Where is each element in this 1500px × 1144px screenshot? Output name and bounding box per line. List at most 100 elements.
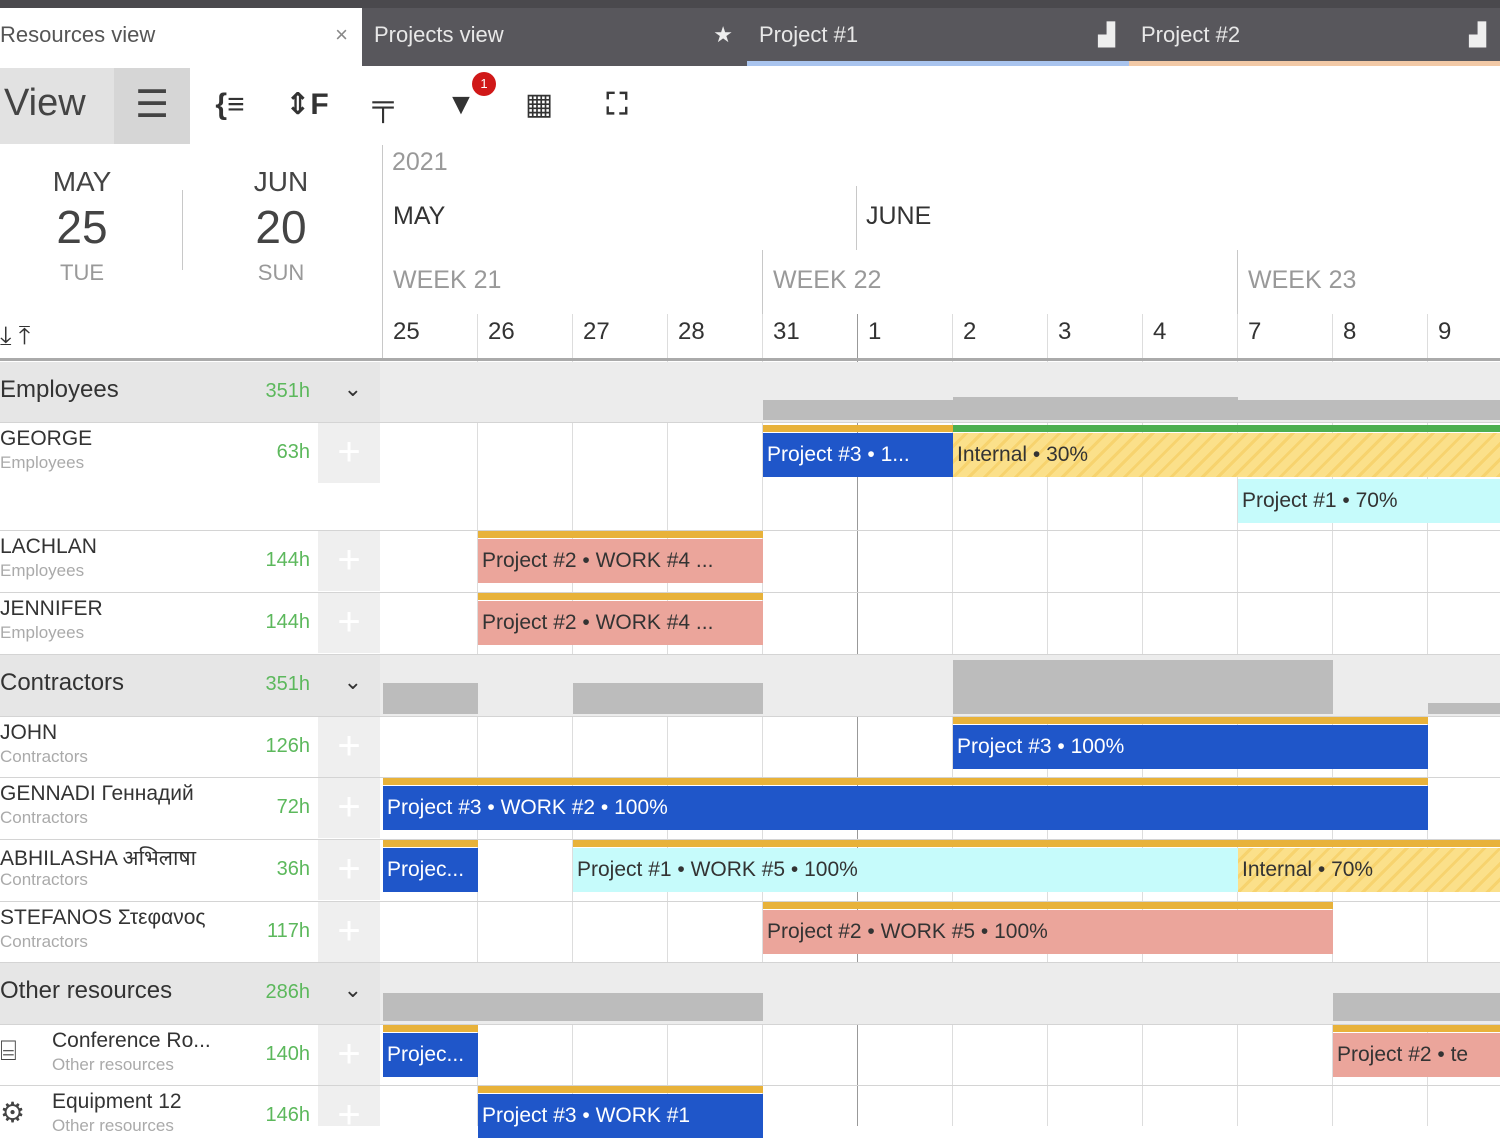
resource-row[interactable]: ⌸ Conference Ro... Other resources 140h + — [0, 1025, 380, 1085]
day-31: 31 — [773, 318, 800, 345]
tab-project-2[interactable]: Project #2 ▟ — [1129, 8, 1500, 66]
load-indicator — [763, 400, 953, 420]
group-other-resources[interactable]: Other resources 286h ⌄ — [0, 963, 380, 1024]
resource-row[interactable]: STEFANOS Στεφανος Contractors 117h + — [0, 902, 380, 962]
month-june: JUNE — [866, 202, 932, 230]
resource-row[interactable]: GEORGE Employees 63h + — [0, 423, 380, 530]
add-assignment-button[interactable]: + — [318, 423, 380, 483]
task-bar[interactable]: Project #2 • te — [1333, 1033, 1500, 1077]
equipment-icon: ⚙ — [0, 1097, 26, 1128]
tab-project-1[interactable]: Project #1 ▟ — [747, 8, 1129, 66]
resource-group: Contractors — [0, 747, 88, 766]
add-assignment-button[interactable]: + — [318, 717, 380, 777]
row-divider — [0, 777, 1500, 778]
resource-group: Employees — [0, 561, 85, 580]
resource-hours: 126h — [265, 735, 311, 757]
resource-row[interactable]: GENNADI Геннадий Contractors 72h + — [0, 778, 380, 839]
tab-accent — [1129, 61, 1500, 66]
load-indicator — [1428, 703, 1500, 714]
day-7: 7 — [1248, 318, 1262, 345]
tab-projects-view[interactable]: Projects view ★ — [362, 8, 747, 66]
task-bar[interactable]: Projec... — [383, 1033, 478, 1077]
resource-group: Employees — [0, 453, 85, 472]
divider — [1237, 250, 1238, 360]
divider — [856, 186, 857, 250]
task-bar[interactable]: Internal • 70% — [1238, 848, 1500, 892]
menu-icon[interactable]: ☰ — [114, 68, 190, 144]
row-divider — [0, 530, 1500, 531]
resource-row[interactable]: LACHLAN Employees 144h + — [0, 531, 380, 592]
load-indicator — [1238, 400, 1500, 420]
add-assignment-button[interactable]: + — [318, 840, 380, 900]
resource-group: Contractors — [0, 932, 88, 951]
allocation-line — [1333, 1025, 1500, 1032]
resource-row[interactable]: JOHN Contractors 126h + — [0, 717, 380, 777]
close-icon[interactable]: × — [335, 22, 348, 47]
allocation-line — [478, 593, 763, 600]
divider — [182, 190, 183, 270]
sort-icon[interactable]: ⇕F — [285, 88, 329, 121]
resource-name: GEORGE — [0, 427, 93, 450]
resource-row[interactable]: ABHILASHA अभिलाषा Contractors 36h + — [0, 840, 380, 901]
collapse-expand-icons[interactable]: ⤓ ⤒ — [0, 320, 31, 350]
filter-count-badge: 1 — [472, 72, 496, 96]
resource-row[interactable]: JENNIFER Employees 144h + — [0, 593, 380, 654]
task-bar[interactable]: Project #2 • WORK #4 ... — [478, 601, 763, 645]
resource-group: Other resources — [52, 1116, 174, 1135]
add-assignment-button[interactable]: + — [318, 778, 380, 838]
toolbar: View ☰ {≡ ⇕F ╤ ▼ ▦ ⛶ — [0, 66, 628, 146]
chevron-down-icon[interactable]: ⌄ — [343, 669, 362, 694]
allocation-line — [953, 425, 1500, 432]
add-assignment-button[interactable]: + — [318, 1086, 380, 1137]
resource-hours: 140h — [265, 1043, 311, 1065]
add-assignment-button[interactable]: + — [318, 1025, 380, 1085]
allocation-line — [478, 1086, 763, 1093]
tab-resources-view[interactable]: Resources view × — [0, 8, 362, 66]
resource-name: LACHLAN — [0, 535, 97, 558]
load-indicator — [383, 683, 478, 714]
add-assignment-button[interactable]: + — [318, 593, 380, 653]
calendar-icon[interactable]: ▦ — [524, 88, 554, 121]
folder-icon[interactable]: ▟ — [1469, 22, 1486, 47]
folder-icon[interactable]: ▟ — [1098, 22, 1115, 47]
chevron-down-icon[interactable]: ⌄ — [343, 376, 362, 401]
fit-screen-icon[interactable]: ⛶ — [606, 88, 628, 121]
allocation-line — [383, 1025, 478, 1032]
resource-name: STEFANOS Στεφανος — [0, 906, 206, 929]
day-27: 27 — [583, 318, 610, 345]
paint-roller-icon[interactable]: ╤ — [372, 88, 394, 121]
add-assignment-button[interactable]: + — [318, 902, 380, 962]
allocation-line — [763, 902, 1333, 909]
load-indicator — [573, 683, 763, 714]
end-month: JUN — [253, 166, 309, 197]
task-bar[interactable]: Project #3 • 1... — [763, 433, 953, 477]
chevron-down-icon[interactable]: ⌄ — [343, 977, 362, 1002]
star-icon[interactable]: ★ — [713, 22, 733, 47]
task-bar[interactable]: Project #3 • WORK #1 — [478, 1094, 763, 1138]
task-bar[interactable]: Projec... — [383, 848, 478, 892]
task-bar[interactable]: Project #2 • WORK #4 ... — [478, 539, 763, 583]
task-bar[interactable]: Project #2 • WORK #5 • 100% — [763, 910, 1333, 954]
resource-hours: 63h — [276, 441, 310, 463]
group-employees[interactable]: Employees 351h ⌄ — [0, 362, 380, 422]
range-end-date[interactable]: JUN 20 SUN — [221, 166, 341, 286]
resource-row[interactable]: ⚙ Equipment 12 Other resources 146h + — [0, 1086, 380, 1137]
task-bar[interactable]: Project #1 • 70% — [1238, 479, 1500, 523]
resource-name: JENNIFER — [0, 597, 103, 620]
week-label: WEEK 22 — [773, 266, 882, 294]
group-contractors[interactable]: Contractors 351h ⌄ — [0, 655, 380, 716]
tab-label: Project #1 — [759, 22, 859, 47]
task-bar[interactable]: Project #1 • WORK #5 • 100% — [573, 848, 1238, 892]
view-button[interactable]: View ☰ — [0, 68, 190, 144]
range-start-date[interactable]: MAY 25 TUE — [22, 166, 142, 286]
allocation-line — [763, 425, 953, 432]
filter-icon[interactable]: ▼ — [446, 88, 476, 121]
allocation-line — [383, 778, 1428, 785]
task-bar[interactable]: Internal • 30% — [953, 433, 1500, 477]
add-assignment-button[interactable]: + — [318, 531, 380, 591]
expand-tree-icon[interactable]: {≡ — [215, 88, 245, 121]
task-bar[interactable]: Project #3 • 100% — [953, 725, 1428, 769]
tab-bar: Resources view × Projects view ★ Project #1 ▟… — [0, 0, 1500, 66]
view-label: View — [4, 82, 86, 124]
task-bar[interactable]: Project #3 • WORK #2 • 100% — [383, 786, 1428, 830]
